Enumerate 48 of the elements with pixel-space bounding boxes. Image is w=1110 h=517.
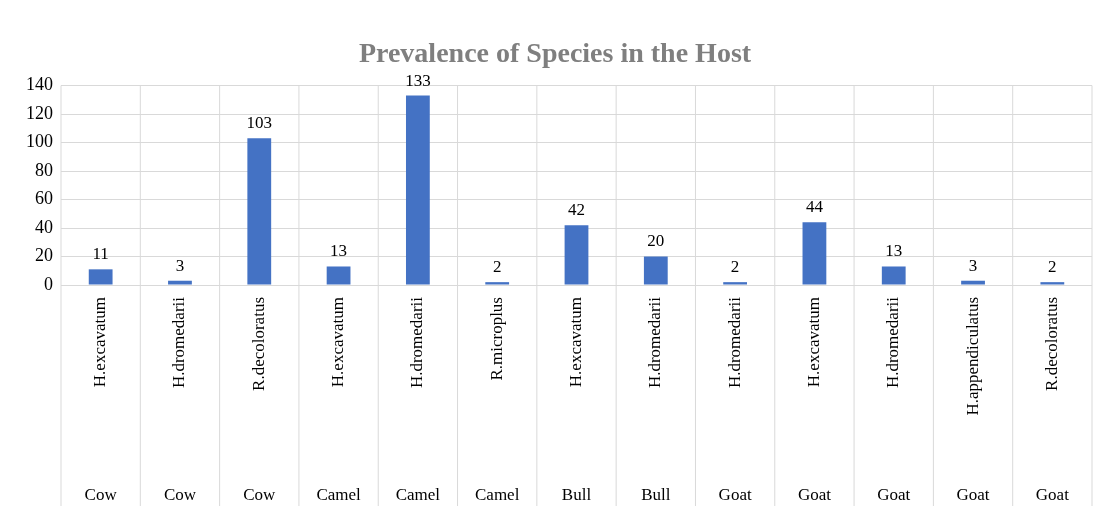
- category-label: R.decoloratus Cow: [243, 297, 276, 504]
- y-tick-label: 120: [26, 102, 53, 123]
- y-tick-label: 140: [26, 74, 53, 95]
- y-tick-label: 0: [44, 273, 53, 294]
- bar: [1040, 282, 1065, 285]
- bar: [723, 282, 748, 285]
- data-label: 3: [968, 255, 978, 275]
- bar: [168, 280, 192, 285]
- data-label: 3: [175, 255, 185, 275]
- bar: [881, 266, 906, 285]
- category-label: H.dromedarii Bull: [641, 297, 671, 504]
- bar: [88, 269, 113, 285]
- chart-title: Prevalence of Species in the Host: [358, 37, 752, 69]
- y-tick-label: 60: [35, 188, 53, 209]
- data-label: 42: [568, 200, 585, 220]
- data-label: 20: [647, 231, 665, 251]
- data-label: 13: [885, 241, 903, 261]
- data-label: 103: [246, 113, 273, 133]
- category-label: H.excavatum Bull: [561, 297, 592, 504]
- bar: [961, 280, 985, 285]
- data-label: 2: [492, 257, 502, 277]
- category-label: H.appendiculatus Goat: [956, 297, 990, 504]
- bar: [326, 266, 351, 285]
- category-label: H.excavatum Camel: [316, 297, 361, 504]
- y-tick-label: 100: [26, 131, 53, 152]
- bar: [247, 138, 272, 285]
- category-label: H.dromedarii Goat: [877, 297, 911, 504]
- data-label: 2: [730, 257, 740, 277]
- category-label: R.microplus Camel: [475, 297, 520, 504]
- category-label: H.excavatum Cow: [84, 297, 117, 504]
- category-label: H.dromedarii Cow: [163, 297, 197, 504]
- y-tick-label: 40: [35, 216, 53, 237]
- y-tick-label: 20: [35, 245, 53, 266]
- data-label: 2: [1048, 257, 1057, 277]
- data-label: 44: [805, 197, 824, 217]
- data-label: 133: [405, 70, 431, 90]
- category-label: H.dromedarii Goat: [718, 297, 752, 504]
- category-label: R.decoloratus Goat: [1035, 297, 1069, 504]
- bar: [802, 222, 827, 285]
- bar: [564, 225, 589, 285]
- data-label: 13: [330, 241, 348, 261]
- category-label: H.excavatum Goat: [797, 297, 831, 504]
- bar: [643, 256, 668, 285]
- bar: [485, 282, 510, 285]
- bar: [405, 95, 430, 285]
- data-label: 11: [92, 244, 109, 264]
- y-tick-label: 80: [35, 159, 53, 180]
- category-label: H.dromedarii Camel: [395, 297, 441, 504]
